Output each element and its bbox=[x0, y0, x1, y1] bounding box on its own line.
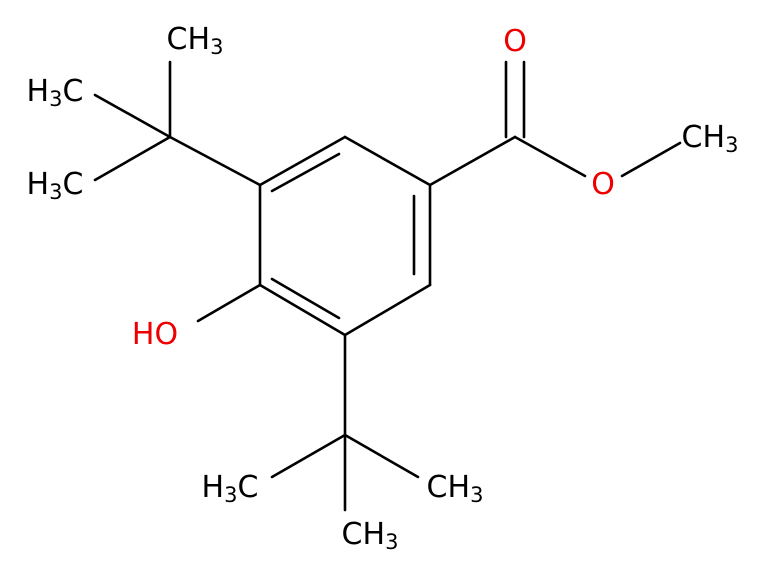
bond bbox=[343, 283, 432, 337]
atom-label: H3C bbox=[202, 470, 259, 508]
bond bbox=[270, 277, 341, 320]
atom-label: O bbox=[503, 24, 527, 59]
atom-label: CH3 bbox=[682, 120, 739, 158]
bond bbox=[270, 152, 341, 193]
bond bbox=[428, 135, 517, 187]
atom-label: HO bbox=[132, 317, 178, 352]
bonds bbox=[93, 60, 682, 512]
bond bbox=[513, 135, 587, 178]
atom-labels: CH3 H3C H3C O CH3 O HO H3C CH3 CH3 bbox=[27, 22, 739, 555]
bond bbox=[196, 283, 262, 323]
atom-label: H3C bbox=[27, 74, 84, 112]
atom-label: CH3 bbox=[167, 22, 224, 60]
atom-label: CH3 bbox=[342, 517, 399, 555]
bond bbox=[620, 141, 682, 178]
atom-label: O bbox=[591, 167, 615, 202]
bond bbox=[258, 135, 347, 187]
bond bbox=[343, 433, 420, 479]
atom-label: CH3 bbox=[427, 470, 484, 508]
bond bbox=[93, 135, 172, 182]
bond bbox=[168, 135, 262, 187]
bond bbox=[258, 283, 347, 337]
bond bbox=[343, 135, 432, 187]
bond bbox=[93, 93, 172, 139]
bond bbox=[270, 433, 347, 479]
atom-label: H3C bbox=[27, 167, 84, 205]
